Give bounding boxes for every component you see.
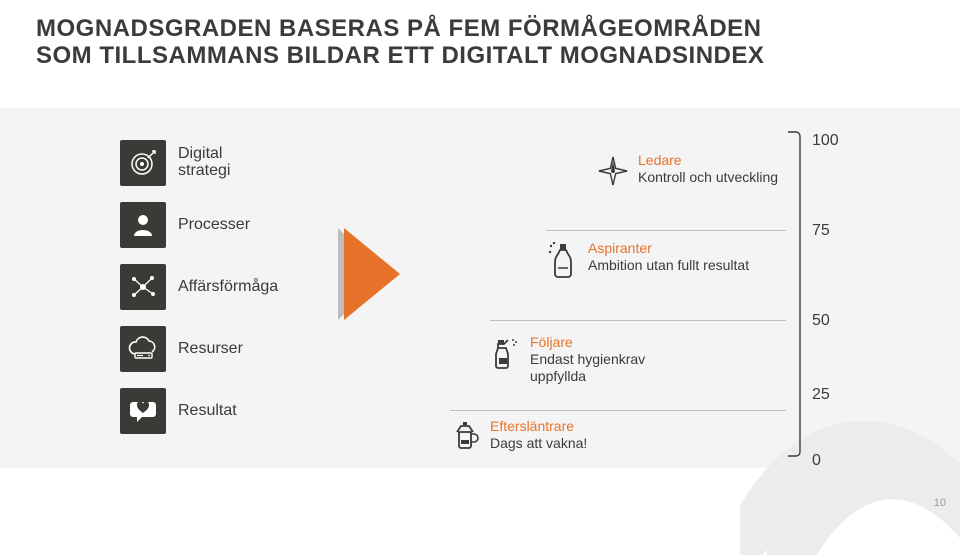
step-divider xyxy=(490,320,786,321)
stage-foljare: Följare Endast hygienkrav uppfyllda xyxy=(490,334,690,384)
stage-desc: Dags att vakna! xyxy=(490,435,587,452)
stage-name: Aspiranter xyxy=(588,240,749,257)
target-icon xyxy=(120,140,166,186)
stage-desc: Ambition utan fullt resultat xyxy=(588,257,749,274)
pillar-label: Resurser xyxy=(178,340,243,358)
step-divider xyxy=(546,230,786,231)
bottle-icon xyxy=(548,242,578,282)
scale-tick-75: 75 xyxy=(812,222,830,240)
pillar-affarsformaga: Affärsförmåga xyxy=(120,264,330,310)
stage-name: Ledare xyxy=(638,152,778,169)
pillar-resultat: Resultat xyxy=(120,388,330,434)
pillar-label: Digital strategi xyxy=(178,146,230,180)
stage-text: Följare Endast hygienkrav uppfyllda xyxy=(530,334,690,384)
stage-text: Ledare Kontroll och utveckling xyxy=(638,152,778,186)
stage-desc: Kontroll och utveckling xyxy=(638,169,778,186)
scale-tick-100: 100 xyxy=(812,132,839,150)
compass-icon xyxy=(598,154,628,188)
slide: MOGNADSGRADEN BASERAS PÅ FEM FÖRMÅGEOMRÅ… xyxy=(0,0,960,515)
heart-bubble-icon xyxy=(120,388,166,434)
scale-tick-50: 50 xyxy=(812,312,830,330)
step-divider xyxy=(450,410,786,411)
pillar-resurser: Resurser xyxy=(120,326,330,372)
pillar-label: Affärsförmåga xyxy=(178,278,278,296)
pillar-list: Digital strategi Processer xyxy=(120,140,330,450)
scale-bracket xyxy=(786,128,806,460)
person-icon xyxy=(120,202,166,248)
kettle-icon xyxy=(450,420,480,452)
stage-name: Följare xyxy=(530,334,690,351)
stage-efterslantrare: Eftersläntrare Dags att vakna! xyxy=(450,418,630,452)
stage-text: Aspiranter Ambition utan fullt resultat xyxy=(588,240,749,274)
stage-desc: Endast hygienkrav uppfyllda xyxy=(530,351,690,385)
scale-tick-0: 0 xyxy=(812,452,821,470)
arrow-icon xyxy=(338,228,408,320)
pillar-label: Resultat xyxy=(178,402,237,420)
stage-name: Eftersläntrare xyxy=(490,418,587,435)
stage-aspiranter: Aspiranter Ambition utan fullt resultat xyxy=(548,240,758,282)
scale-tick-25: 25 xyxy=(812,386,830,404)
pillar-processer: Processer xyxy=(120,202,330,248)
spray-icon xyxy=(490,336,520,372)
cloud-icon xyxy=(120,326,166,372)
network-icon xyxy=(120,264,166,310)
page-number: 10 xyxy=(934,497,946,509)
stage-ledare: Ledare Kontroll och utveckling xyxy=(598,152,798,188)
stage-text: Eftersläntrare Dags att vakna! xyxy=(490,418,587,452)
slide-title: MOGNADSGRADEN BASERAS PÅ FEM FÖRMÅGEOMRÅ… xyxy=(36,16,796,70)
pillar-label: Processer xyxy=(178,216,250,234)
pillar-digital-strategi: Digital strategi xyxy=(120,140,330,186)
